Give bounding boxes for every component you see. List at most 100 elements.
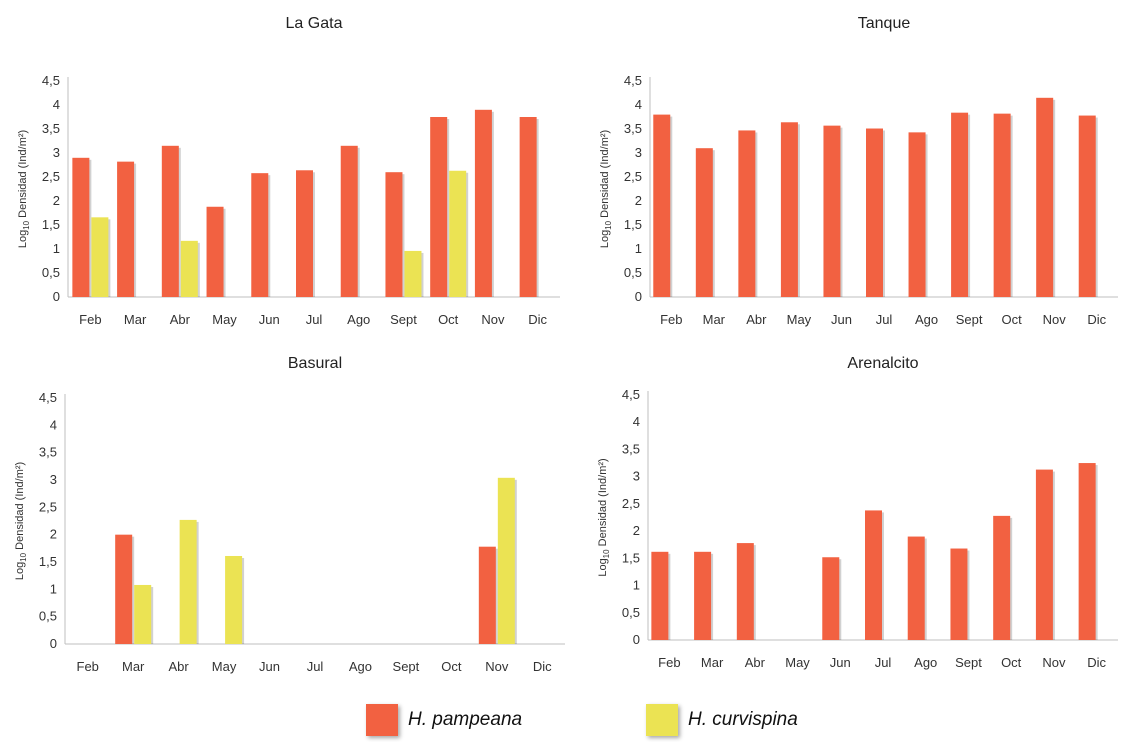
- bar-pampeana: [1078, 463, 1096, 640]
- x-tick-label: Jun: [831, 312, 852, 327]
- x-tick-label: Nov: [485, 659, 509, 674]
- y-tick-label: 2,5: [42, 169, 60, 184]
- chart-title: Tanque: [858, 15, 911, 32]
- y-tick-label: 0: [50, 636, 57, 651]
- bar-pampeana: [1078, 115, 1096, 297]
- x-tick-label: Dic: [1087, 312, 1106, 327]
- bar-pampeana: [695, 148, 713, 297]
- y-tick-label: 1,5: [42, 217, 60, 232]
- legend: H. pampeana H. curvispina: [0, 704, 1122, 740]
- x-tick-label: Jul: [307, 659, 324, 674]
- y-tick-label: 3,5: [622, 441, 640, 456]
- y-tick-label: 3,5: [42, 121, 60, 136]
- x-tick-label: May: [212, 659, 237, 674]
- y-tick-label: 0: [53, 289, 60, 304]
- y-axis-label: Log10 Densidad (Ind/m²): [597, 458, 611, 576]
- x-tick-label: Dic: [533, 659, 552, 674]
- x-tick-label: Sept: [956, 312, 983, 327]
- x-tick-label: Mar: [124, 312, 147, 327]
- x-tick-label: Jul: [306, 312, 323, 327]
- y-tick-label: 2,5: [39, 499, 57, 514]
- y-tick-label: 0: [633, 632, 640, 647]
- y-axis-label: Log10 Densidad (Ind/m²): [14, 462, 28, 580]
- bar-pampeana: [908, 132, 926, 297]
- legend-item-pampeana: H. pampeana: [366, 704, 522, 736]
- y-tick-label: 4,5: [624, 73, 642, 88]
- bar-pampeana: [519, 117, 537, 297]
- bar-pampeana: [115, 534, 133, 644]
- legend-swatch-pampeana: [366, 704, 398, 736]
- y-tick-label: 2: [635, 193, 642, 208]
- y-tick-label: 4: [633, 414, 640, 429]
- y-tick-label: 1: [53, 241, 60, 256]
- y-tick-label: 3: [633, 469, 640, 484]
- legend-label-pampeana: H. pampeana: [408, 709, 523, 730]
- bar-pampeana: [430, 117, 448, 297]
- y-tick-label: 0,5: [622, 605, 640, 620]
- y-tick-label: 2,5: [622, 496, 640, 511]
- y-tick-label: 0,5: [42, 265, 60, 280]
- x-tick-label: Sept: [390, 312, 417, 327]
- x-tick-label: Oct: [1002, 312, 1023, 327]
- bar-pampeana: [478, 546, 496, 644]
- chart-title: Basural: [288, 355, 342, 372]
- bar-pampeana: [296, 170, 313, 297]
- x-tick-label: Abr: [170, 312, 191, 327]
- x-tick-label: Feb: [79, 312, 101, 327]
- y-tick-label: 3,5: [39, 445, 57, 460]
- y-tick-label: 2: [633, 523, 640, 538]
- x-tick-label: Jun: [259, 312, 280, 327]
- x-tick-label: Sept: [393, 659, 420, 674]
- bar-curvispina: [179, 519, 197, 644]
- x-tick-label: Feb: [77, 659, 99, 674]
- bar-curvispina: [180, 240, 198, 297]
- x-tick-label: Oct: [1001, 655, 1022, 670]
- bar-pampeana: [993, 113, 1011, 297]
- bar-pampeana: [951, 112, 969, 298]
- y-tick-label: 4: [53, 97, 60, 112]
- y-axis-label: Log10 Densidad (Ind/m²): [17, 130, 31, 248]
- bar-pampeana: [950, 548, 968, 640]
- bar-pampeana: [780, 122, 798, 297]
- x-tick-label: Mar: [703, 312, 726, 327]
- y-tick-label: 3: [635, 145, 642, 160]
- x-tick-label: Oct: [441, 659, 462, 674]
- y-tick-label: 4,5: [622, 387, 640, 402]
- y-tick-label: 1: [50, 581, 57, 596]
- bar-pampeana: [340, 145, 358, 297]
- y-tick-label: 0,5: [624, 265, 642, 280]
- x-tick-label: Dic: [1087, 655, 1106, 670]
- x-tick-label: May: [212, 312, 237, 327]
- x-tick-label: May: [785, 655, 810, 670]
- bar-curvispina: [449, 170, 467, 297]
- y-tick-label: 2: [53, 193, 60, 208]
- bar-pampeana: [1035, 469, 1053, 640]
- bar-pampeana: [736, 543, 754, 640]
- legend-label-curvispina: H. curvispina: [688, 709, 798, 730]
- y-tick-label: 2,5: [624, 169, 642, 184]
- bar-pampeana: [822, 557, 840, 640]
- bar-pampeana: [161, 145, 179, 297]
- x-tick-label: Abr: [169, 659, 190, 674]
- x-tick-label: Ago: [915, 312, 938, 327]
- bar-pampeana: [251, 173, 269, 297]
- x-tick-label: Feb: [660, 312, 682, 327]
- x-tick-label: Nov: [481, 312, 505, 327]
- x-tick-label: Ago: [347, 312, 370, 327]
- x-tick-label: Jul: [875, 655, 892, 670]
- x-tick-label: Jul: [876, 312, 893, 327]
- x-tick-label: Ago: [349, 659, 372, 674]
- x-tick-label: Jun: [830, 655, 851, 670]
- y-tick-label: 1,5: [624, 217, 642, 232]
- bar-pampeana: [653, 114, 671, 297]
- bar-pampeana: [694, 551, 712, 640]
- y-tick-label: 1: [635, 241, 642, 256]
- bar-pampeana: [866, 128, 883, 297]
- bar-pampeana: [117, 161, 135, 297]
- y-tick-label: 4,5: [39, 390, 57, 405]
- x-tick-label: Abr: [746, 312, 767, 327]
- x-tick-label: Mar: [701, 655, 724, 670]
- bar-pampeana: [993, 515, 1011, 640]
- y-tick-label: 4: [50, 417, 57, 432]
- bar-curvispina: [91, 217, 109, 297]
